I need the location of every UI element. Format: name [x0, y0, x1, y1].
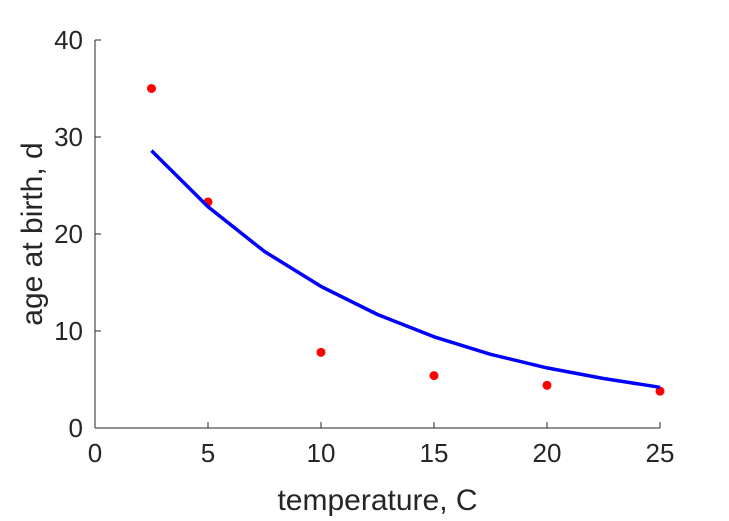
axes	[94, 40, 660, 429]
data-point	[655, 386, 665, 396]
x-ticks: 0 5 10 15 20 25	[88, 422, 675, 468]
x-tick-label: 20	[533, 438, 562, 468]
y-tick-label: 30	[54, 122, 83, 152]
x-axis-title: temperature, C	[277, 484, 477, 517]
x-tick-label: 15	[420, 438, 449, 468]
y-tick-label: 0	[69, 413, 83, 443]
data-point	[147, 84, 156, 93]
data-point	[316, 347, 326, 357]
y-axis-title: age at birth, d	[16, 142, 49, 325]
y-tick-label: 40	[54, 25, 83, 55]
y-tick-label: 20	[54, 219, 83, 249]
x-tick-label: 5	[201, 438, 215, 468]
fit-curve	[150, 149, 661, 390]
y-ticks: 0 10 20 30 40	[54, 25, 101, 443]
x-tick-label: 10	[307, 438, 336, 468]
x-tick-label: 25	[646, 438, 675, 468]
plot-area	[147, 84, 665, 396]
y-tick-label: 10	[54, 316, 83, 346]
x-tick-label: 0	[88, 438, 102, 468]
data-point	[429, 371, 439, 381]
data-point	[542, 380, 552, 390]
